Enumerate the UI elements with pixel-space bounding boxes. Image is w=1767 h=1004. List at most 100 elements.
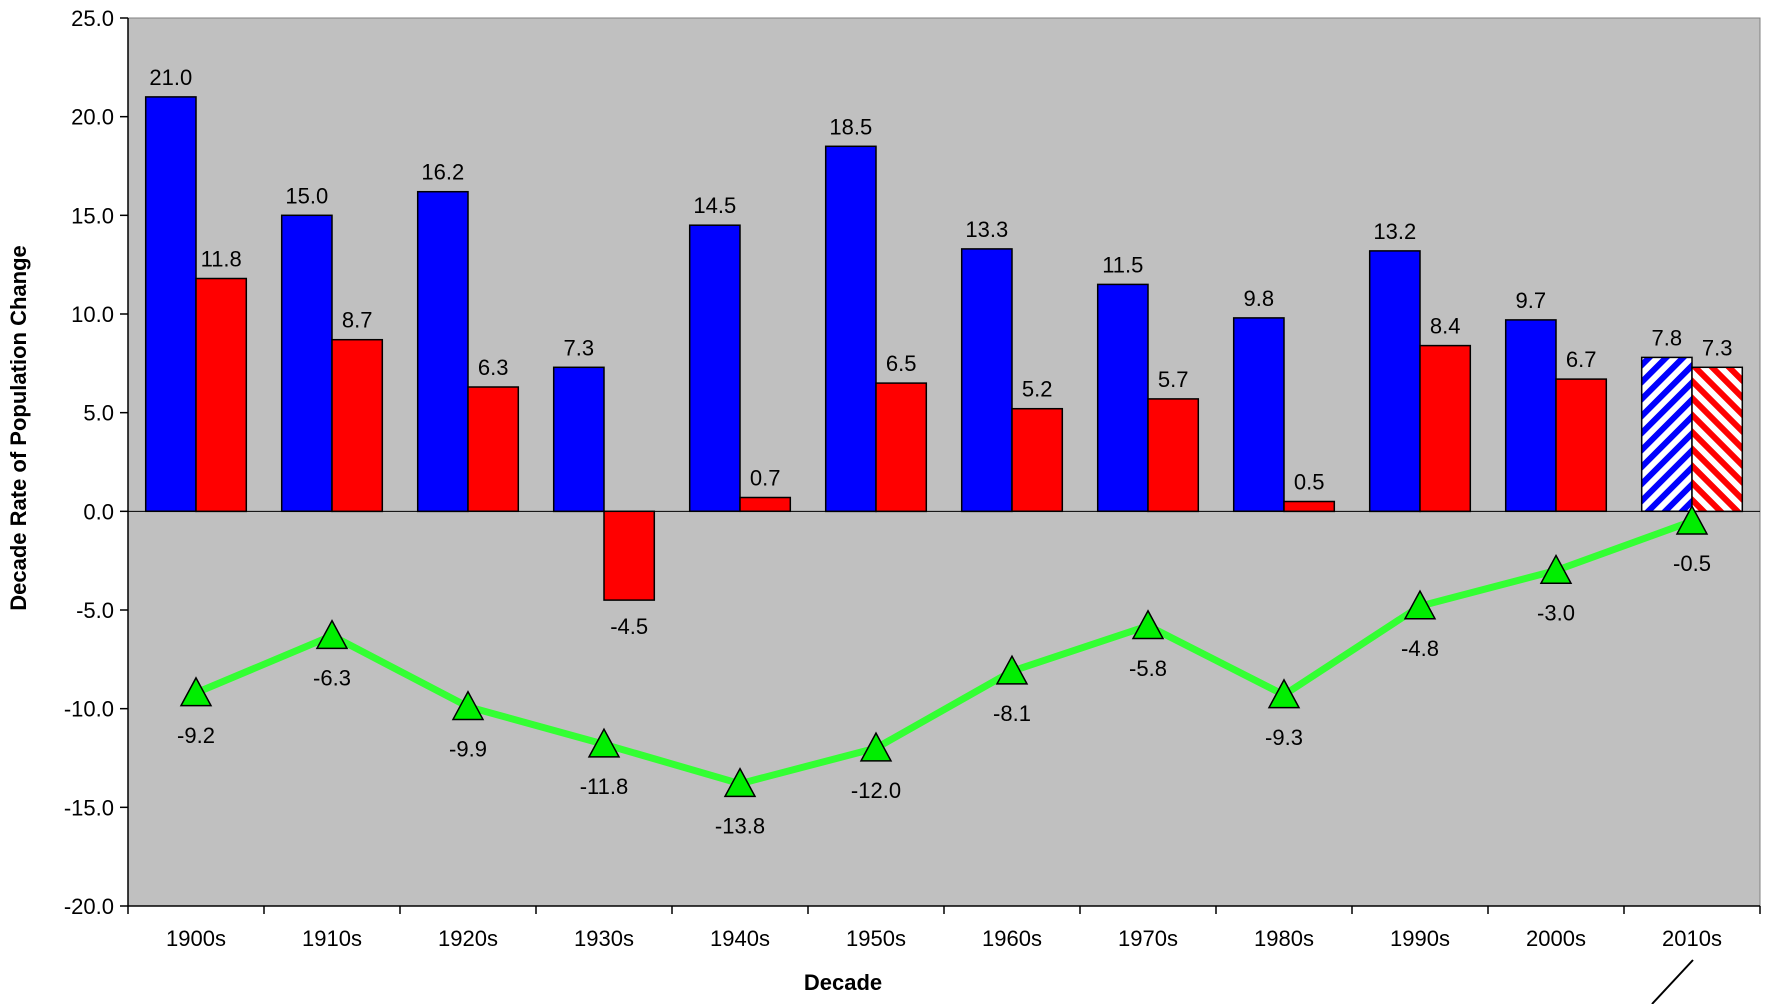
red-bar-label-1990s: 8.4 [1430, 314, 1461, 339]
red-bar-label-1900s: 11.8 [201, 247, 242, 272]
triangle-marker-2010s [1675, 504, 1709, 535]
red-bar-1970s [1147, 398, 1200, 513]
y-tick-label: 10.0 [71, 302, 114, 327]
x-tick-label-2010s: 2010s [1662, 926, 1722, 951]
x-tick-label-1970s: 1970s [1118, 926, 1178, 951]
blue-bar-label-1970s: 11.5 [1102, 252, 1143, 277]
blue-bar-2000s [1504, 319, 1557, 513]
red-bar-label-1970s: 5.7 [1158, 367, 1189, 392]
blue-bar-1960s [960, 248, 1013, 513]
triangle-marker-1920s [451, 690, 485, 721]
blue-bar-label-2000s: 9.7 [1516, 288, 1547, 313]
red-bar-label-1940s: 0.7 [750, 466, 781, 491]
red-bar-label-2010s: 7.3 [1702, 335, 1733, 360]
y-axis-title: Decade Rate of Population Change [6, 245, 31, 611]
blue-bar-2010s [1640, 356, 1693, 513]
x-tick-label-1910s: 1910s [302, 926, 362, 951]
x-tick-label-1960s: 1960s [982, 926, 1042, 951]
blue-bar-1990s [1368, 250, 1421, 513]
red-bar-2010s [1691, 366, 1744, 513]
y-tick-label: -20.0 [64, 894, 114, 919]
blue-bar-1910s [280, 214, 333, 513]
line-label-1980s: -9.3 [1265, 725, 1303, 750]
annotation-arrow [1651, 959, 1694, 1004]
blue-bar-1930s [552, 366, 605, 513]
x-tick-label-1900s: 1900s [166, 926, 226, 951]
red-bar-1920s [467, 386, 520, 513]
red-bar-1900s [195, 277, 248, 513]
y-tick-label: 15.0 [71, 203, 114, 228]
x-tick-label-1950s: 1950s [846, 926, 906, 951]
blue-bar-label-2010s: 7.8 [1652, 325, 1683, 350]
triangle-marker-1940s [723, 767, 757, 798]
data-labels-layer: 21.0 15.0 16.2 7.3 14.5 18.5 13.3 11.5 9.8 13.2 9.… [149, 65, 1732, 839]
x-axis-title: Decade [804, 970, 882, 995]
line-label-1920s: -9.9 [449, 737, 487, 762]
triangle-marker-2000s [1539, 553, 1573, 585]
triangle-marker-1950s [859, 731, 893, 762]
line-label-1900s: -9.2 [177, 723, 215, 748]
blue-bar-label-1950s: 18.5 [829, 114, 872, 139]
red-bar-1980s [1283, 500, 1336, 513]
red-bar-label-1910s: 8.7 [342, 308, 373, 333]
line-series-layer [179, 504, 1709, 798]
blue-bar-label-1930s: 7.3 [564, 335, 595, 360]
x-tick-label-1920s: 1920s [438, 926, 498, 951]
triangle-marker-1990s [1403, 589, 1437, 620]
red-bar-1990s [1419, 344, 1472, 513]
blue-bar-1920s [416, 190, 469, 513]
y-tick-label: 25.0 [71, 6, 114, 31]
line-label-1950s: -12.0 [851, 778, 901, 803]
red-bar-1960s [1011, 407, 1064, 513]
y-tick-label: -5.0 [76, 598, 114, 623]
line-label-2010s: -0.5 [1673, 551, 1711, 576]
triangle-marker-1970s [1131, 609, 1165, 640]
blue-bar-label-1940s: 14.5 [693, 193, 736, 218]
line-label-1910s: -6.3 [313, 666, 351, 691]
x-tick-label-1990s: 1990s [1390, 926, 1450, 951]
red-bar-label-1960s: 5.2 [1022, 377, 1053, 402]
blue-bar-1950s [824, 145, 877, 513]
blue-bar-label-1960s: 13.3 [965, 217, 1008, 242]
x-tick-label-1940s: 1940s [710, 926, 770, 951]
blue-bar-label-1900s: 21.0 [149, 65, 192, 90]
blue-bar-1900s [144, 96, 197, 513]
line-label-1970s: -5.8 [1129, 656, 1167, 681]
blue-bar-1970s [1096, 283, 1149, 513]
line-label-1930s: -11.8 [580, 774, 629, 799]
line-label-1990s: -4.8 [1401, 636, 1439, 661]
blue-bar-label-1910s: 15.0 [285, 183, 328, 208]
blue-bar-label-1990s: 13.2 [1373, 219, 1416, 244]
triangle-marker-1910s [315, 619, 349, 650]
green-line-series [194, 517, 1694, 788]
plot-area [127, 17, 1761, 907]
x-tick-label-1980s: 1980s [1254, 926, 1314, 951]
blue-bar-label-1920s: 16.2 [421, 160, 464, 185]
blue-bar-1940s [688, 224, 741, 513]
x-tick-label-1930s: 1930s [574, 926, 634, 951]
y-tick-label: 20.0 [71, 105, 114, 130]
y-tick-label: -15.0 [64, 795, 114, 820]
red-bar-label-2000s: 6.7 [1566, 347, 1597, 372]
line-label-1940s: -13.8 [715, 814, 765, 839]
bars-layer [144, 96, 1744, 601]
triangle-marker-1980s [1267, 678, 1301, 709]
red-bar-1950s [875, 382, 928, 513]
red-bar-1910s [331, 338, 384, 513]
line-label-2000s: -3.0 [1537, 601, 1575, 626]
red-bar-1940s [739, 496, 792, 513]
y-tick-label: -10.0 [64, 697, 114, 722]
axes-layer: 25.0 20.0 15.0 10.0 5.0 0.0 -5.0 -10.0 -15.0 -20.… [64, 6, 1761, 951]
x-tick-label-2000s: 2000s [1526, 926, 1586, 951]
triangle-marker-1960s [995, 654, 1029, 685]
red-bar-label-1950s: 6.5 [886, 351, 917, 376]
red-bar-1930s [603, 510, 656, 601]
triangle-marker-1930s [587, 727, 621, 758]
blue-bar-label-1980s: 9.8 [1244, 286, 1275, 311]
blue-bar-1980s [1232, 317, 1285, 513]
red-bar-2000s [1555, 378, 1608, 513]
y-tick-label: 5.0 [83, 401, 114, 426]
red-bar-label-1980s: 0.5 [1294, 470, 1325, 495]
y-tick-label: 0.0 [83, 499, 114, 524]
